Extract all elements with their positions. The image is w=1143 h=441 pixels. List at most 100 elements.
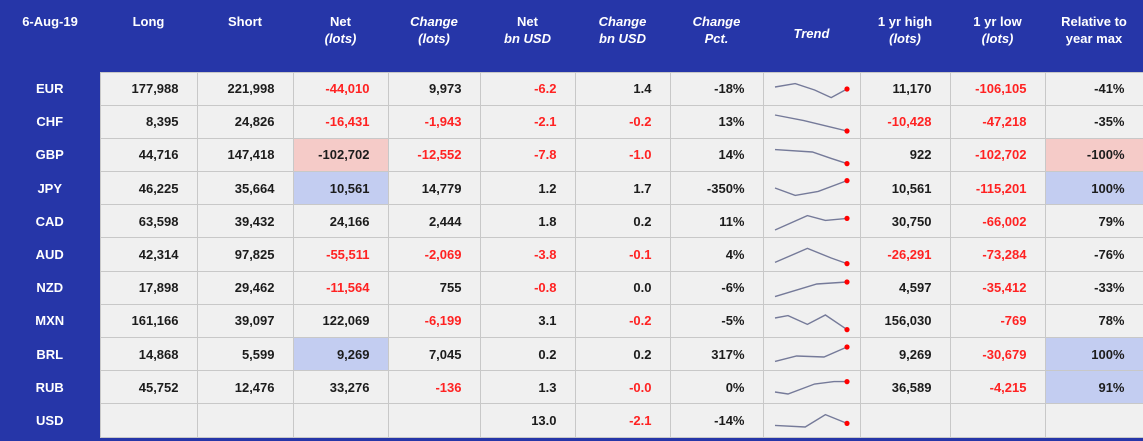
col-header-line2: bn USD	[599, 31, 646, 46]
cell-chf-yr_high: -10,428	[859, 104, 951, 139]
cell-aud-relative: -76%	[1044, 237, 1143, 272]
cell-brl-short: 5,599	[196, 336, 294, 372]
cell-chf-change_lots: -1,943	[387, 104, 481, 139]
cell-chf-short: 24,826	[196, 104, 294, 139]
col-header-line2: (lots)	[981, 31, 1014, 46]
cell-rub-change_bn_usd: -0.0	[574, 370, 671, 405]
sparkline-end-dot	[843, 326, 850, 333]
trend-sparkline	[774, 178, 850, 197]
col-header-line1: 1 yr high	[877, 14, 933, 29]
cell-usd-trend	[762, 403, 861, 438]
trend-sparkline	[774, 314, 850, 333]
cell-cad-net_bn_usd: 1.8	[479, 204, 576, 239]
cell-aud-short: 97,825	[196, 237, 294, 272]
row-label-chf: CHF	[0, 105, 100, 139]
cell-cad-long: 63,598	[99, 204, 198, 239]
cell-nzd-net_lots: -11,564	[292, 270, 389, 305]
trend-sparkline	[774, 148, 850, 167]
cell-aud-change_pct: 4%	[669, 237, 764, 272]
cell-nzd-yr_high: 4,597	[859, 270, 951, 305]
cell-nzd-relative: -33%	[1044, 270, 1143, 305]
cell-mxn-long: 161,166	[99, 303, 198, 339]
col-header-change_bn_usd: Change bn USD	[575, 0, 670, 72]
cell-jpy-long: 46,225	[99, 171, 198, 206]
trend-sparkline	[774, 414, 850, 429]
cell-aud-trend	[762, 237, 861, 272]
cell-usd-yr_low	[949, 403, 1046, 438]
cell-jpy-yr_low: -115,201	[949, 171, 1046, 206]
trend-sparkline	[774, 114, 850, 134]
cell-chf-relative: -35%	[1044, 104, 1143, 139]
cell-jpy-change_pct: -350%	[669, 171, 764, 206]
row-label-brl: BRL	[0, 337, 100, 371]
col-header-line1: Trend	[793, 26, 830, 41]
col-header-line2: year max	[1065, 31, 1123, 46]
cell-rub-yr_high: 36,589	[859, 370, 951, 405]
col-header-trend: Trend	[763, 0, 860, 72]
cell-mxn-change_bn_usd: -0.2	[574, 303, 671, 339]
cell-aud-change_bn_usd: -0.1	[574, 237, 671, 272]
cell-eur-change_pct: -18%	[669, 71, 764, 106]
row-label-aud: AUD	[0, 237, 100, 272]
cell-nzd-long: 17,898	[99, 270, 198, 305]
cell-usd-change_bn_usd: -2.1	[574, 403, 671, 438]
sparkline-end-dot	[843, 128, 850, 134]
row-label-gbp: GBP	[0, 138, 100, 172]
col-header-relative: Relative to year max	[1045, 0, 1143, 72]
col-header-change_lots: Change (lots)	[388, 0, 480, 72]
cell-cad-trend	[762, 204, 861, 239]
cell-eur-yr_high: 11,170	[859, 71, 951, 106]
cell-mxn-short: 39,097	[196, 303, 294, 339]
cell-chf-trend	[762, 104, 861, 139]
cell-nzd-change_pct: -6%	[669, 270, 764, 305]
cell-rub-change_lots: -136	[387, 370, 481, 405]
cell-eur-short: 221,998	[196, 71, 294, 106]
cell-mxn-net_lots: 122,069	[292, 303, 389, 339]
cell-eur-relative: -41%	[1044, 71, 1143, 106]
cell-aud-yr_low: -73,284	[949, 237, 1046, 272]
col-header-line1: Change	[692, 14, 741, 29]
table-header: 6-Aug-19 Long Short Net (lots) Change (lots) N…	[0, 0, 1143, 72]
cell-nzd-change_bn_usd: 0.0	[574, 270, 671, 305]
table-row-cad: CAD 63,598 39,432 24,166 2,444 1.8 0.2 11% 30,75…	[0, 204, 1143, 239]
cell-brl-long: 14,868	[99, 336, 198, 372]
col-header-line1: Change	[598, 14, 647, 29]
cell-aud-change_lots: -2,069	[387, 237, 481, 272]
col-header-line1: Relative to	[1061, 14, 1127, 29]
sparkline-end-dot	[843, 216, 850, 222]
table-row-mxn: MXN 161,166 39,097 122,069 -6,199 3.1 -0.2 -5% 1…	[0, 303, 1143, 339]
cell-chf-change_pct: 13%	[669, 104, 764, 139]
row-label-usd: USD	[0, 403, 100, 438]
col-header-net_bn_usd: Net bn USD	[480, 0, 575, 72]
row-label-mxn: MXN	[0, 304, 100, 338]
report-date: 6-Aug-19	[0, 0, 100, 72]
trend-sparkline	[774, 379, 850, 396]
cell-mxn-yr_high: 156,030	[859, 303, 951, 339]
row-label-jpy: JPY	[0, 171, 100, 205]
table-row-nzd: NZD 17,898 29,462 -11,564 755 -0.8 0.0 -6% 4,597…	[0, 270, 1143, 305]
cell-gbp-change_pct: 14%	[669, 137, 764, 173]
sparkline-end-dot	[843, 85, 850, 92]
cell-eur-long: 177,988	[99, 71, 198, 106]
table-row-brl: BRL 14,868 5,599 9,269 7,045 0.2 0.2 317% 9,269-…	[0, 336, 1143, 372]
col-header-long: Long	[100, 0, 197, 72]
cell-jpy-change_lots: 14,779	[387, 171, 481, 206]
cell-rub-short: 12,476	[196, 370, 294, 405]
cell-jpy-net_bn_usd: 1.2	[479, 171, 576, 206]
cell-brl-change_pct: 317%	[669, 336, 764, 372]
col-header-line1: Long	[132, 14, 165, 29]
cell-nzd-change_lots: 755	[387, 270, 481, 305]
cell-chf-net_bn_usd: -2.1	[479, 104, 576, 139]
trend-sparkline	[774, 82, 850, 98]
sparkline-end-dot	[843, 279, 850, 285]
col-header-change_pct: Change Pct.	[670, 0, 763, 72]
cell-brl-net_bn_usd: 0.2	[479, 336, 576, 372]
cell-eur-trend	[762, 71, 861, 106]
cell-brl-yr_high: 9,269	[859, 336, 951, 372]
row-label-cad: CAD	[0, 204, 100, 238]
trend-sparkline	[774, 247, 850, 266]
cell-brl-yr_low: -30,679	[949, 336, 1046, 372]
cell-aud-net_bn_usd: -3.8	[479, 237, 576, 272]
